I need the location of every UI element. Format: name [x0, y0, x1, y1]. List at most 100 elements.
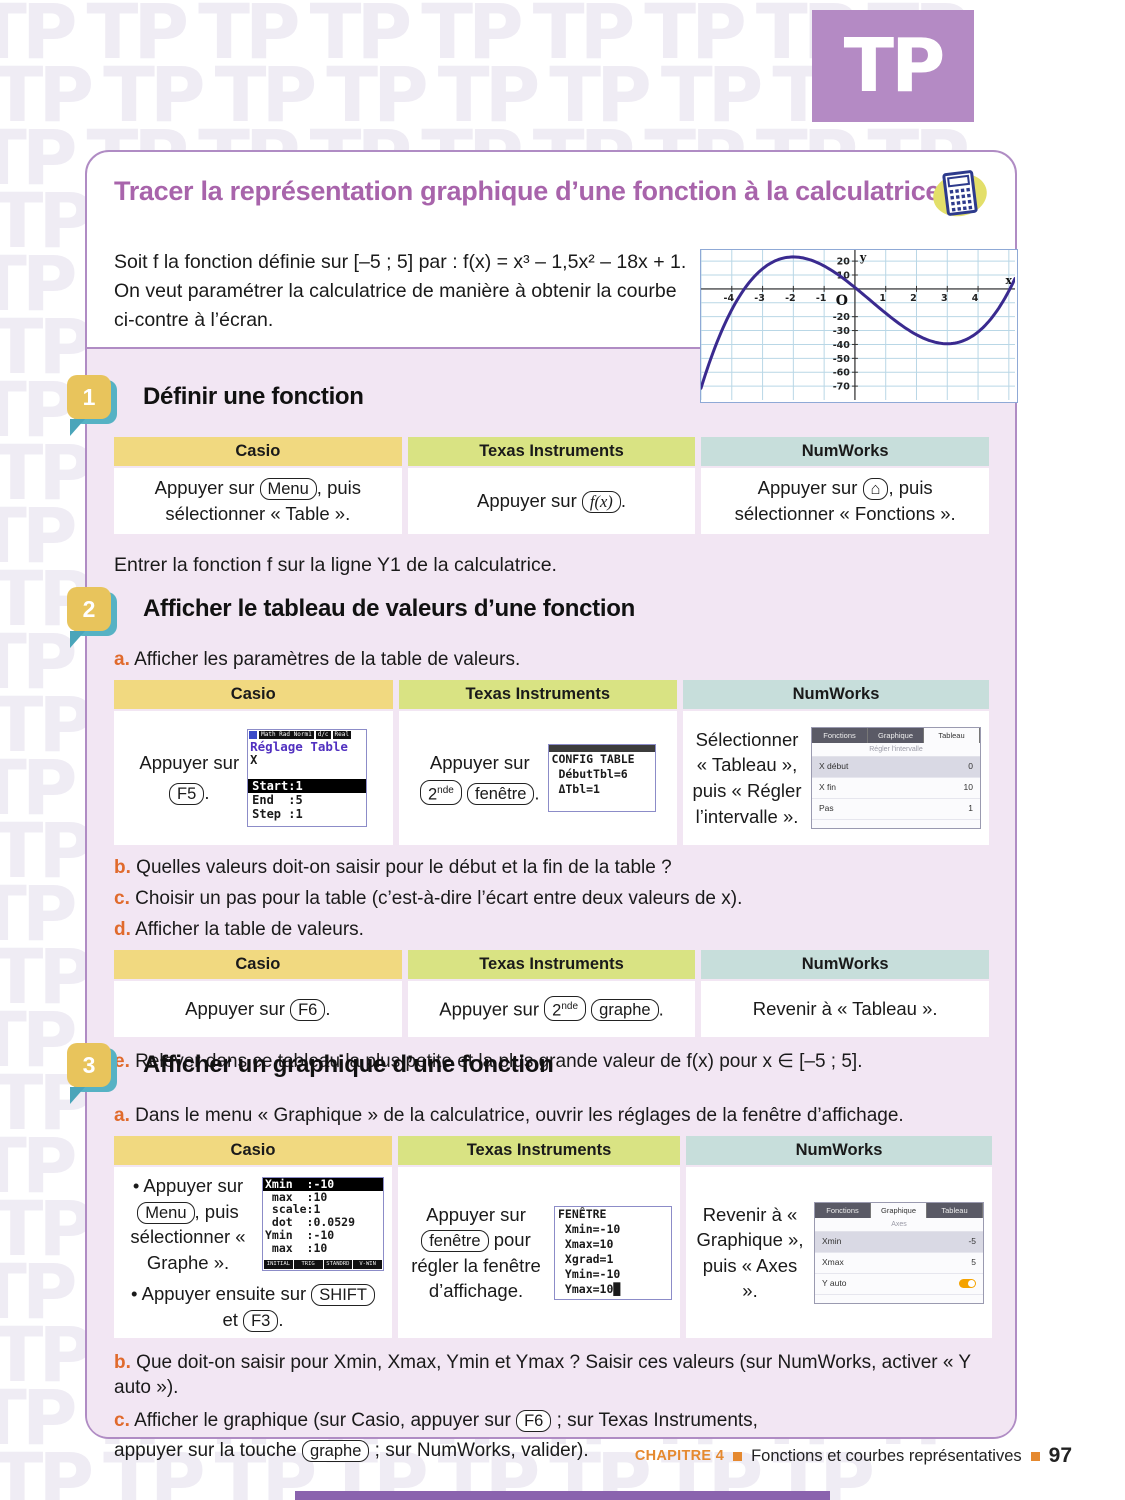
tab-graphique: Graphique	[868, 728, 924, 743]
page-footer: CHAPITRE 4 Fonctions et courbes représen…	[635, 1444, 1072, 1468]
column-header-casio: Casio	[114, 1136, 392, 1165]
numworks-axes-screen: Fonctions Graphique Tableau Axes Xmin -5 …	[814, 1201, 984, 1304]
page-title: Tracer la représentation graphique d’une…	[114, 176, 941, 206]
svg-text:y: y	[859, 251, 867, 264]
column-header-ti: Texas Instruments	[398, 680, 677, 709]
intro-line-3: ci-contre à l’écran.	[114, 309, 274, 331]
2nde-key: 2nde	[544, 995, 587, 1022]
tp-logo-text: TP	[843, 23, 946, 109]
calculator-table-2d: Casio Texas Instruments NumWorks Appuyer…	[114, 950, 989, 1037]
section1-note: Entrer la fonction f sur la ligne Y1 de …	[114, 554, 557, 576]
numworks-tableau-screen: Fonctions Graphique Tableau Régler l'int…	[811, 727, 981, 829]
intro-line-2: On veut paramétrer la calculatrice de ma…	[114, 280, 677, 302]
tab-tableau: Tableau	[924, 728, 980, 743]
column-header-numworks: NumWorks	[701, 950, 989, 979]
section-heading: Afficher le tableau de valeurs d’une fon…	[143, 595, 635, 622]
svg-text:-60: -60	[833, 368, 851, 379]
f6-key: F6	[290, 999, 326, 1022]
casio-instruction: Appuyer sur F5. Math Rad Norm1 d/c Real …	[114, 711, 393, 845]
svg-text:3: 3	[941, 293, 948, 304]
row-xmax: Xmax 5	[815, 1253, 983, 1274]
intro-text: Soit f la fonction définie sur [–5 ; 5] …	[114, 248, 689, 335]
2nde-key: 2nde	[419, 779, 462, 806]
fenetre-key: fenêtre	[421, 1230, 489, 1253]
svg-text:-20: -20	[833, 312, 851, 323]
separator-square	[1030, 1451, 1040, 1461]
svg-text:-2: -2	[785, 293, 796, 304]
row-x-debut: X début 0	[812, 757, 980, 778]
section-tableau-de-valeurs: 2 Afficher le tableau de valeurs d’une f…	[67, 587, 1015, 1074]
f3-key: F3	[243, 1309, 279, 1332]
item-c: c. Choisir un pas pour la table (c’est-à…	[114, 888, 743, 909]
section-heading: Définir une fonction	[143, 383, 364, 410]
shift-key: SHIFT	[311, 1284, 375, 1307]
numworks-tab-bar: Fonctions Graphique Tableau	[812, 728, 980, 743]
item-e: e. Relever dans ce tableau la plus petit…	[114, 1051, 863, 1072]
row-pas: Pas 1	[812, 799, 980, 820]
casio-instruction: Appuyer sur Menu, puis sélectionner « Ta…	[114, 468, 402, 534]
column-header-ti: Texas Instruments	[407, 437, 696, 466]
svg-text:-30: -30	[833, 326, 851, 337]
calculator-table-2a: Casio Texas Instruments NumWorks Appuyer…	[114, 680, 989, 845]
item-c: c. Afficher le graphique (sur Casio, app…	[114, 1410, 758, 1463]
item-a: a. Dans le menu « Graphique » de la calc…	[114, 1105, 904, 1126]
svg-text:2: 2	[910, 293, 917, 304]
svg-text:20: 20	[837, 257, 851, 268]
casio-reglage-table-screen: Math Rad Norm1 d/c Real Réglage Table X …	[247, 729, 368, 827]
f6-key: F6	[516, 1410, 552, 1433]
page-edge-strip	[295, 1491, 830, 1500]
section-number: 2	[67, 587, 111, 631]
chapter-label: CHAPITRE 4	[634, 1448, 725, 1464]
numworks-instruction: Revenir à « Tableau ».	[701, 981, 989, 1037]
svg-text:-70: -70	[833, 382, 851, 393]
ti-config-table-screen: CONFIG TABLE DébutTbl=6 ΔTbl=1	[547, 744, 656, 812]
svg-text:-1: -1	[816, 293, 827, 304]
calculator-glyph	[942, 170, 978, 216]
calculator-icon	[929, 168, 991, 222]
svg-text:1: 1	[879, 293, 886, 304]
svg-text:-4: -4	[724, 293, 735, 304]
section-number-badge: 2	[67, 587, 129, 651]
casio-instruction: Appuyer sur F6.	[114, 981, 402, 1037]
separator-square	[733, 1451, 743, 1461]
casio-function-menu: INITIAL TRIG STANDRD V-WIN	[263, 1260, 383, 1270]
graphe-key: graphe	[302, 1440, 370, 1463]
numworks-instruction: Appuyer sur ⌂, puis sélectionner « Fonct…	[701, 468, 989, 534]
numworks-tab-bar: Fonctions Graphique Tableau	[815, 1202, 983, 1218]
tab-fonctions: Fonctions	[812, 728, 868, 743]
numworks-instruction: Revenir à « Graphique », puis « Axes ». …	[686, 1167, 992, 1339]
tab-fonctions: Fonctions	[815, 1202, 871, 1218]
ti-instruction: Appuyer sur f(x).	[407, 468, 696, 534]
calculator-table-1: Casio Texas Instruments NumWorks Appuyer…	[114, 437, 989, 534]
ti-fenetre-screen: FENÊTRE Xmin=-10 Xmax=10 Xgrad=1 Ymin=-1…	[554, 1205, 672, 1300]
svg-text:-50: -50	[833, 354, 851, 365]
intro-line-1: Soit f la fonction définie sur [–5 ; 5] …	[114, 251, 687, 273]
column-header-numworks: NumWorks	[701, 437, 989, 466]
section-definir-une-fonction: 1 Définir une fonction Casio Texas Instr…	[67, 375, 1015, 577]
chapter-title: Fonctions et courbes représentatives	[751, 1446, 1022, 1465]
column-header-numworks: NumWorks	[683, 680, 989, 709]
section-graphique-fonction: 3 Afficher un graphique d’une fonction a…	[67, 1043, 1015, 1466]
item-a: a. Afficher les paramètres de la table d…	[114, 649, 521, 670]
svg-text:10: 10	[837, 271, 851, 282]
menu-key: Menu	[259, 478, 317, 501]
casio-vwindow-screen: Xmin :-10 max :10 scale:1 dot :0.0529 Ym…	[262, 1177, 384, 1272]
menu-key: Menu	[137, 1201, 195, 1224]
fx-key: f(x)	[581, 491, 621, 514]
item-b: b. Quelles valeurs doit-on saisir pour l…	[114, 857, 672, 878]
item-d: d. Afficher la table de valeurs.	[114, 919, 364, 940]
section-number: 1	[67, 375, 111, 419]
item-b: b. Que doit-on saisir pour Xmin, Xmax, Y…	[114, 1352, 971, 1399]
column-header-casio: Casio	[114, 950, 402, 979]
row-y-auto: Y auto	[815, 1274, 983, 1295]
row-x-fin: X fin 10	[812, 778, 980, 799]
casio-instruction: • Appuyer sur Menu, puis sélectionner « …	[114, 1167, 392, 1339]
svg-text:-3: -3	[754, 293, 765, 304]
column-header-ti: Texas Instruments	[407, 950, 696, 979]
column-header-numworks: NumWorks	[686, 1136, 992, 1165]
casio-status-bar: Math Rad Norm1 d/c Real	[248, 730, 366, 740]
f5-key: F5	[169, 783, 205, 805]
tab-tableau: Tableau	[927, 1202, 983, 1218]
column-header-casio: Casio	[114, 437, 402, 466]
